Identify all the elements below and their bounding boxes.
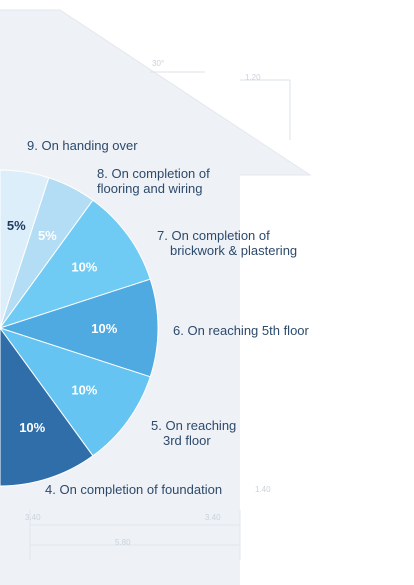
value-label: 10% — [91, 321, 117, 336]
value-label: 10% — [71, 382, 97, 397]
pie-slice — [0, 327, 151, 457]
blueprint-label: 1.40 — [255, 485, 271, 494]
blueprint-label: 30° — [152, 59, 164, 68]
slice-label: 9. On handing over — [27, 138, 138, 153]
pie-slice — [0, 199, 151, 329]
value-label: 10% — [71, 260, 97, 275]
slice-label: 5. On reaching 3rd floor — [151, 418, 236, 448]
slice-label: 7. On completion of brickwork & plasterin… — [157, 228, 297, 258]
value-label: 5% — [7, 218, 26, 233]
slice-label: 4. On completion of foundation — [45, 482, 222, 497]
pie: 5% 5% 10% 10% 10% 10% — [0, 169, 159, 487]
value-label: 10% — [19, 420, 45, 435]
labels: 9. On handing over 8. On completion of flo… — [27, 138, 310, 497]
blueprint-label: 1.20 — [245, 73, 261, 82]
pie-slice — [0, 278, 159, 378]
value-label: 5% — [38, 228, 57, 243]
blueprint-label: 3.40 — [205, 513, 221, 522]
pie-slice — [0, 327, 94, 487]
slice-label: 6. On reaching 5th floor — [173, 323, 310, 338]
blueprint-label: 5.80 — [115, 538, 131, 547]
blueprint-label: 3.40 — [25, 513, 41, 522]
slice-label: 8. On completion of flooring and wiring — [97, 166, 210, 196]
